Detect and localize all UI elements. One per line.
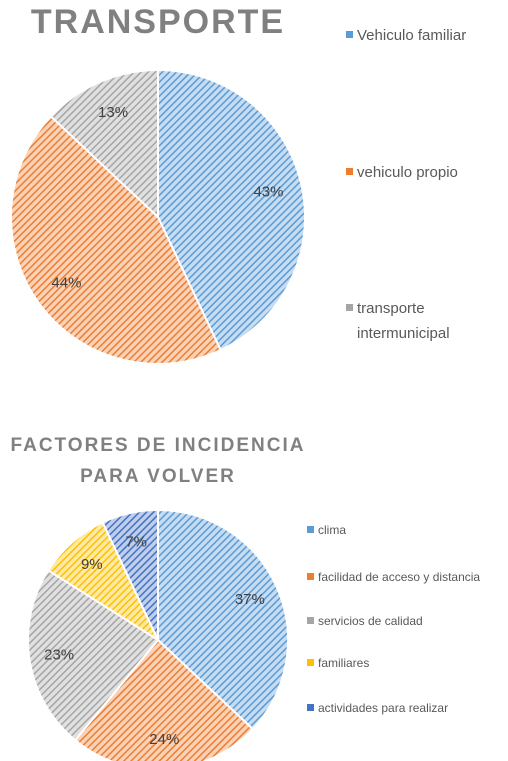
legend-swatch bbox=[307, 526, 314, 533]
legend-label: actividades para realizar bbox=[318, 701, 449, 715]
legend-label: servicios de calidad bbox=[318, 614, 423, 628]
data-label: 9% bbox=[81, 556, 103, 573]
legend-swatch bbox=[307, 573, 314, 580]
legend-swatch bbox=[307, 617, 314, 624]
chart-title: FACTORES DE INCIDENCIA PARA VOLVER bbox=[10, 435, 306, 487]
data-label: 43% bbox=[253, 183, 283, 200]
pie-slice bbox=[73, 638, 255, 761]
pie-slice bbox=[27, 568, 160, 742]
pie-slice bbox=[157, 508, 289, 731]
data-label: 23% bbox=[44, 647, 74, 664]
data-label: 37% bbox=[235, 591, 265, 608]
data-label: 7% bbox=[125, 533, 147, 550]
legend-label: transporte intermunicipal bbox=[357, 299, 450, 342]
legend-label: facilidad de acceso y distancia bbox=[318, 570, 481, 584]
legend-swatch bbox=[307, 704, 314, 711]
chart-title: TRANSPORTE bbox=[30, 3, 286, 41]
legend-swatch bbox=[307, 659, 314, 666]
data-label: 13% bbox=[98, 104, 128, 121]
legend-swatch bbox=[346, 31, 353, 38]
data-label: 24% bbox=[149, 731, 179, 748]
legend-swatch bbox=[346, 168, 353, 175]
legend-label: familiares bbox=[318, 656, 370, 670]
legend-label: vehiculo propio bbox=[357, 163, 458, 181]
legend-label: Vehiculo familiar bbox=[357, 26, 467, 44]
pie-slice bbox=[157, 68, 306, 352]
pie-slice bbox=[10, 114, 222, 365]
pie-slice bbox=[49, 68, 159, 220]
legend-label: clima bbox=[318, 523, 347, 537]
data-label: 44% bbox=[51, 275, 81, 292]
pie-slice bbox=[101, 508, 159, 641]
legend-swatch bbox=[346, 304, 353, 311]
